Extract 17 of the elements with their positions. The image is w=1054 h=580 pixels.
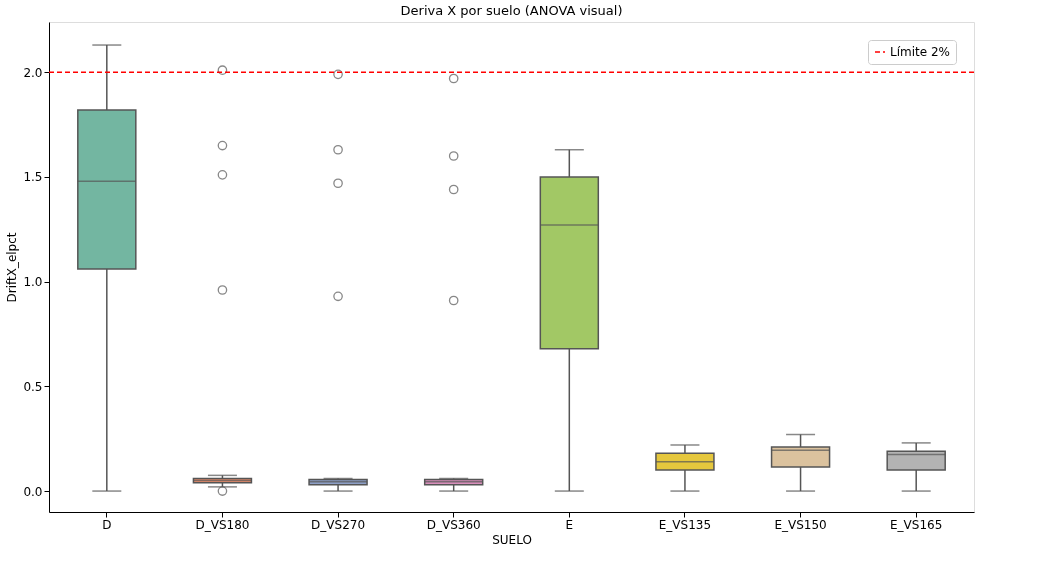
x-tick-label: D_VS180 (195, 517, 250, 532)
x-tick-label: E_VS135 (658, 517, 712, 532)
chart-title: Deriva X por suelo (ANOVA visual) (400, 3, 623, 18)
legend-label: Límite 2% (890, 45, 950, 59)
x-tick-label: E_VS150 (774, 517, 827, 532)
x-tick-label: D_VS360 (426, 517, 481, 532)
x-axis-title: SUELO (492, 532, 532, 547)
y-tick-label: 0.5 (23, 379, 43, 394)
x-tick-label: D (102, 517, 112, 532)
y-tick-label: 0.0 (23, 484, 43, 499)
y-tick-label: 2.0 (23, 65, 43, 80)
x-tick-label: D_VS270 (311, 517, 366, 532)
y-tick-label: 1.5 (23, 170, 43, 185)
x-tick-label: E (565, 517, 574, 532)
x-tick-label: E_VS165 (890, 517, 943, 532)
y-tick-label: 1.0 (23, 275, 43, 290)
y-axis-title: DriftX_elpct (5, 232, 20, 303)
